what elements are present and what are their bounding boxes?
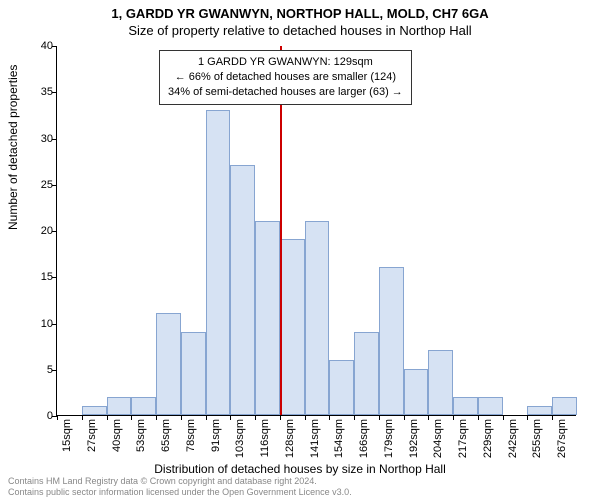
x-tick-label: 267sqm [556,419,568,458]
x-tick-label: 217sqm [457,419,469,458]
histogram-bar [107,397,132,416]
histogram-bar [305,221,330,415]
x-tick-mark [428,415,429,420]
annotation-box: 1 GARDD YR GWANWYN: 129sqm ← 66% of deta… [159,50,412,105]
y-tick-mark [52,324,57,325]
x-tick-mark [57,415,58,420]
histogram-bar [82,406,107,415]
chart-container: 1, GARDD YR GWANWYN, NORTHOP HALL, MOLD,… [0,0,600,500]
x-tick-label: 179sqm [383,419,395,458]
x-tick-mark [82,415,83,420]
x-tick-label: 40sqm [111,419,123,452]
x-tick-mark [404,415,405,420]
histogram-bar [156,313,181,415]
x-tick-label: 103sqm [234,419,246,458]
x-tick-mark [181,415,182,420]
y-axis-label: Number of detached properties [6,65,20,230]
x-tick-label: 27sqm [86,419,98,452]
footer-line-1: Contains HM Land Registry data © Crown c… [8,476,352,487]
histogram-bar [329,360,354,416]
x-tick-mark [206,415,207,420]
x-tick-label: 78sqm [185,419,197,452]
histogram-bar [527,406,552,415]
x-tick-label: 255sqm [531,419,543,458]
histogram-bar [131,397,156,416]
chart-plot-area: 0510152025303540 1 GARDD YR GWANWYN: 129… [56,46,576,416]
x-tick-mark [329,415,330,420]
x-tick-label: 15sqm [61,419,73,452]
histogram-bar [181,332,206,415]
x-tick-label: 154sqm [333,419,345,458]
x-axis-label: Distribution of detached houses by size … [0,462,600,476]
y-tick-mark [52,231,57,232]
histogram-bar [280,239,305,415]
histogram-bar [453,397,478,416]
histogram-bar [354,332,379,415]
annotation-line-2: ← 66% of detached houses are smaller (12… [168,70,403,85]
x-tick-label: 192sqm [408,419,420,458]
x-tick-mark [478,415,479,420]
x-tick-label: 53sqm [135,419,147,452]
histogram-bar [230,165,255,415]
title-line-1: 1, GARDD YR GWANWYN, NORTHOP HALL, MOLD,… [0,0,600,21]
y-tick-mark [52,185,57,186]
x-tick-mark [379,415,380,420]
x-tick-label: 204sqm [432,419,444,458]
x-tick-label: 242sqm [507,419,519,458]
y-tick-mark [52,277,57,278]
x-tick-label: 128sqm [284,419,296,458]
histogram-bar [428,350,453,415]
x-tick-mark [107,415,108,420]
annotation-line-3: 34% of semi-detached houses are larger (… [168,85,403,100]
footer-line-2: Contains public sector information licen… [8,487,352,498]
y-tick-mark [52,46,57,47]
x-tick-mark [453,415,454,420]
x-tick-mark [552,415,553,420]
y-tick-mark [52,139,57,140]
histogram-bar [379,267,404,415]
histogram-bar [478,397,503,416]
y-tick-mark [52,370,57,371]
histogram-bar [552,397,577,416]
x-tick-label: 65sqm [160,419,172,452]
x-tick-mark [527,415,528,420]
x-tick-mark [305,415,306,420]
x-tick-mark [131,415,132,420]
x-tick-mark [503,415,504,420]
histogram-bar [404,369,429,415]
y-tick-mark [52,92,57,93]
x-tick-mark [354,415,355,420]
title-line-2: Size of property relative to detached ho… [0,21,600,38]
x-tick-mark [230,415,231,420]
x-tick-mark [280,415,281,420]
histogram-bar [206,110,231,415]
histogram-bar [255,221,280,415]
annotation-line-1: 1 GARDD YR GWANWYN: 129sqm [168,55,403,70]
x-tick-mark [255,415,256,420]
x-tick-mark [156,415,157,420]
x-tick-label: 141sqm [309,419,321,458]
x-tick-label: 229sqm [482,419,494,458]
x-tick-label: 116sqm [259,419,271,457]
x-tick-label: 91sqm [210,419,222,452]
x-tick-label: 166sqm [358,419,370,458]
footer-attribution: Contains HM Land Registry data © Crown c… [8,476,352,498]
